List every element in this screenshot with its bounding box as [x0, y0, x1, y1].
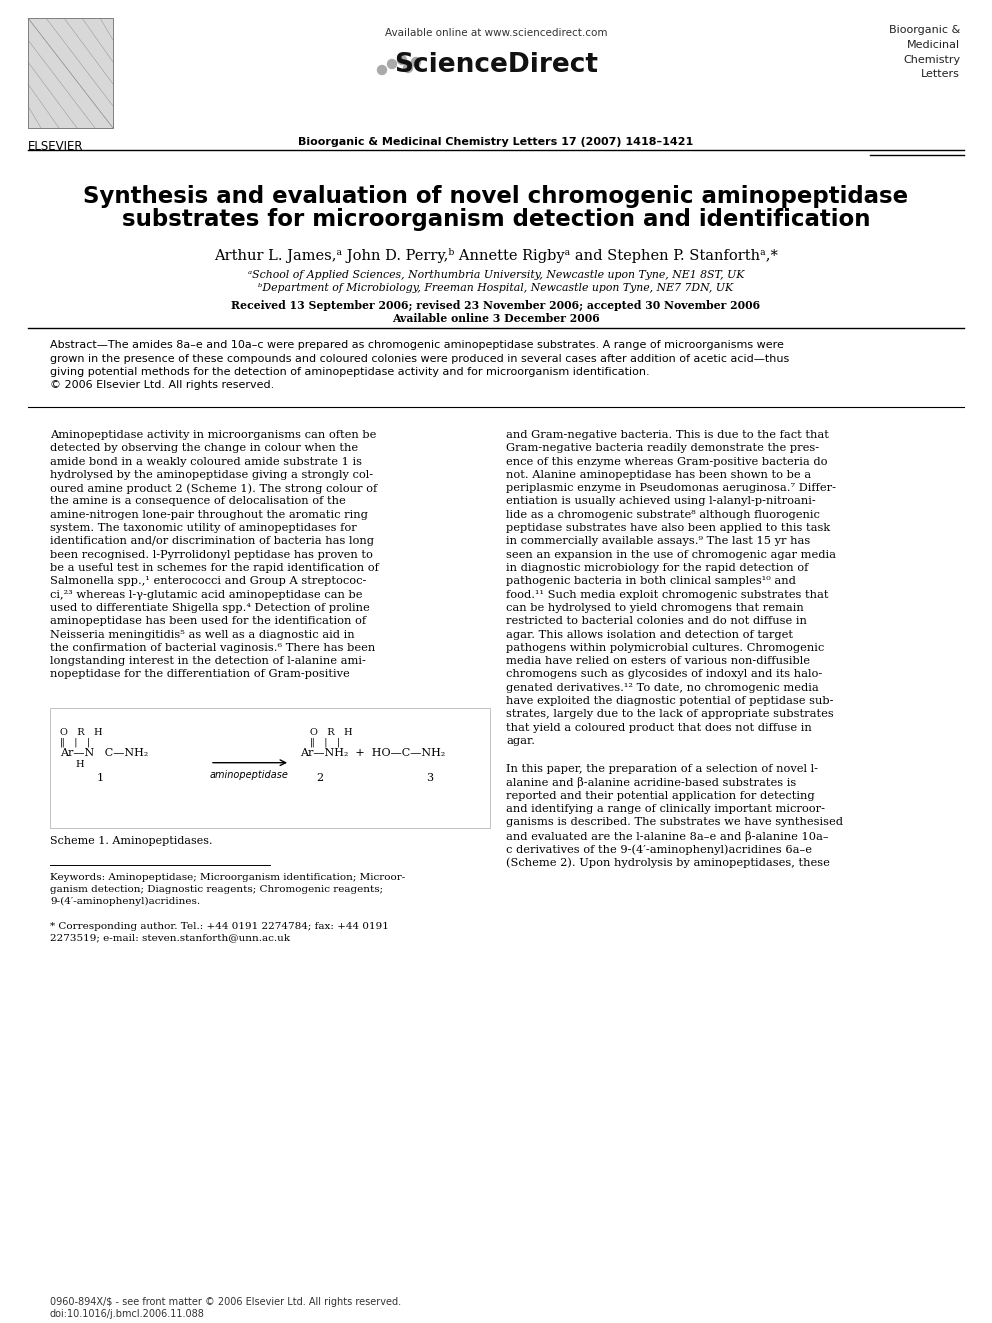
Text: 3: 3 [427, 773, 434, 783]
Text: c derivatives of the 9-(4′-aminophenyl)acridines 6a–e: c derivatives of the 9-(4′-aminophenyl)a… [506, 844, 812, 855]
Text: used to differentiate Shigella spp.⁴ Detection of proline: used to differentiate Shigella spp.⁴ Det… [50, 603, 370, 613]
Text: system. The taxonomic utility of aminopeptidases for: system. The taxonomic utility of aminope… [50, 523, 357, 533]
Text: entiation is usually achieved using l-alanyl-p-nitroani-: entiation is usually achieved using l-al… [506, 496, 815, 507]
Text: © 2006 Elsevier Ltd. All rights reserved.: © 2006 Elsevier Ltd. All rights reserved… [50, 381, 274, 390]
Text: lide as a chromogenic substrate⁸ although fluorogenic: lide as a chromogenic substrate⁸ althoug… [506, 509, 819, 520]
Text: strates, largely due to the lack of appropriate substrates: strates, largely due to the lack of appr… [506, 709, 833, 720]
Circle shape [388, 60, 397, 69]
Text: ence of this enzyme whereas Gram-positive bacteria do: ence of this enzyme whereas Gram-positiv… [506, 456, 827, 467]
Text: and evaluated are the l-alanine 8a–e and β-alanine 10a–: and evaluated are the l-alanine 8a–e and… [506, 831, 828, 841]
Text: Ar—NH₂  +  HO—C—NH₂: Ar—NH₂ + HO—C—NH₂ [300, 747, 445, 758]
Text: agar.: agar. [506, 736, 535, 746]
Text: Bioorganic & Medicinal Chemistry Letters 17 (2007) 1418–1421: Bioorganic & Medicinal Chemistry Letters… [299, 138, 693, 147]
Text: alanine and β-alanine acridine-based substrates is: alanine and β-alanine acridine-based sub… [506, 778, 797, 789]
Text: ᵃSchool of Applied Sciences, Northumbria University, Newcastle upon Tyne, NE1 8S: ᵃSchool of Applied Sciences, Northumbria… [248, 270, 744, 280]
Text: amine-nitrogen lone-pair throughout the aromatic ring: amine-nitrogen lone-pair throughout the … [50, 509, 368, 520]
Circle shape [412, 57, 421, 66]
Text: Neisseria meningitidis⁵ as well as a diagnostic aid in: Neisseria meningitidis⁵ as well as a dia… [50, 630, 354, 639]
Text: 0960-894X/$ - see front matter © 2006 Elsevier Ltd. All rights reserved.: 0960-894X/$ - see front matter © 2006 El… [50, 1297, 401, 1307]
Text: Available online at www.sciencedirect.com: Available online at www.sciencedirect.co… [385, 28, 607, 38]
Text: hydrolysed by the aminopeptidase giving a strongly col-: hydrolysed by the aminopeptidase giving … [50, 470, 373, 480]
Circle shape [378, 66, 387, 74]
Text: in diagnostic microbiology for the rapid detection of: in diagnostic microbiology for the rapid… [506, 564, 808, 573]
Text: peptidase substrates have also been applied to this task: peptidase substrates have also been appl… [506, 523, 830, 533]
Text: 9-(4′-aminophenyl)acridines.: 9-(4′-aminophenyl)acridines. [50, 897, 200, 906]
Text: amide bond in a weakly coloured amide substrate 1 is: amide bond in a weakly coloured amide su… [50, 456, 362, 467]
Text: 2: 2 [316, 773, 323, 783]
Text: ci,²³ whereas l-γ-glutamic acid aminopeptidase can be: ci,²³ whereas l-γ-glutamic acid aminopep… [50, 590, 362, 599]
Text: reported and their potential application for detecting: reported and their potential application… [506, 791, 814, 800]
Text: (Scheme 2). Upon hydrolysis by aminopeptidases, these: (Scheme 2). Upon hydrolysis by aminopept… [506, 857, 830, 868]
Text: substrates for microorganism detection and identification: substrates for microorganism detection a… [122, 208, 870, 232]
Text: the amine is a consequence of delocalisation of the: the amine is a consequence of delocalisa… [50, 496, 346, 507]
Text: nopeptidase for the differentiation of Gram-positive: nopeptidase for the differentiation of G… [50, 669, 350, 680]
Text: agar. This allows isolation and detection of target: agar. This allows isolation and detectio… [506, 630, 793, 639]
Text: not. Alanine aminopeptidase has been shown to be a: not. Alanine aminopeptidase has been sho… [506, 470, 811, 480]
Text: periplasmic enzyme in Pseudomonas aeruginosa.⁷ Differ-: periplasmic enzyme in Pseudomonas aerugi… [506, 483, 836, 493]
Text: pathogenic bacteria in both clinical samples¹⁰ and: pathogenic bacteria in both clinical sam… [506, 577, 796, 586]
Text: ScienceDirect: ScienceDirect [394, 52, 598, 78]
Text: be a useful test in schemes for the rapid identification of: be a useful test in schemes for the rapi… [50, 564, 379, 573]
Text: restricted to bacterial colonies and do not diffuse in: restricted to bacterial colonies and do … [506, 617, 806, 626]
Text: Ar—N   C—NH₂: Ar—N C—NH₂ [60, 747, 148, 758]
Text: aminopeptidase has been used for the identification of: aminopeptidase has been used for the ide… [50, 617, 366, 626]
Bar [28, 19, 113, 128]
Text: Aminopeptidase activity in microorganisms can often be: Aminopeptidase activity in microorganism… [50, 430, 376, 441]
Text: Synthesis and evaluation of novel chromogenic aminopeptidase: Synthesis and evaluation of novel chromo… [83, 185, 909, 208]
Text: identification and/or discrimination of bacteria has long: identification and/or discrimination of … [50, 536, 374, 546]
Text: O   R   H: O R H [310, 728, 352, 737]
Text: can be hydrolysed to yield chromogens that remain: can be hydrolysed to yield chromogens th… [506, 603, 804, 613]
Text: Arthur L. James,ᵃ John D. Perry,ᵇ Annette Rigbyᵃ and Stephen P. Stanforthᵃ,*: Arthur L. James,ᵃ John D. Perry,ᵇ Annett… [214, 247, 778, 263]
Text: Abstract—The amides 8a–e and 10a–c were prepared as chromogenic aminopeptidase s: Abstract—The amides 8a–e and 10a–c were … [50, 340, 784, 351]
Text: ᵇDepartment of Microbiology, Freeman Hospital, Newcastle upon Tyne, NE7 7DN, UK: ᵇDepartment of Microbiology, Freeman Hos… [259, 283, 733, 292]
Text: Keywords: Aminopeptidase; Microorganism identification; Microor-: Keywords: Aminopeptidase; Microorganism … [50, 873, 406, 881]
Text: ‖   |   |: ‖ | | [310, 738, 340, 747]
Text: in commercially available assays.⁹ The last 15 yr has: in commercially available assays.⁹ The l… [506, 536, 810, 546]
Text: Scheme 1. Aminopeptidases.: Scheme 1. Aminopeptidases. [50, 836, 212, 845]
Text: pathogens within polymicrobial cultures. Chromogenic: pathogens within polymicrobial cultures.… [506, 643, 824, 652]
Text: have exploited the diagnostic potential of peptidase sub-: have exploited the diagnostic potential … [506, 696, 833, 706]
Text: food.¹¹ Such media exploit chromogenic substrates that: food.¹¹ Such media exploit chromogenic s… [506, 590, 828, 599]
Text: Available online 3 December 2006: Available online 3 December 2006 [392, 314, 600, 324]
Text: that yield a coloured product that does not diffuse in: that yield a coloured product that does … [506, 722, 811, 733]
Text: 1: 1 [96, 773, 103, 783]
Text: detected by observing the change in colour when the: detected by observing the change in colo… [50, 443, 358, 454]
Text: H: H [75, 759, 83, 769]
Text: ‖   |   |: ‖ | | [60, 738, 90, 747]
Text: and Gram-negative bacteria. This is due to the fact that: and Gram-negative bacteria. This is due … [506, 430, 829, 441]
Text: the confirmation of bacterial vaginosis.⁶ There has been: the confirmation of bacterial vaginosis.… [50, 643, 375, 652]
Text: Received 13 September 2006; revised 23 November 2006; accepted 30 November 2006: Received 13 September 2006; revised 23 N… [231, 300, 761, 311]
Text: ganism detection; Diagnostic reagents; Chromogenic reagents;: ganism detection; Diagnostic reagents; C… [50, 885, 383, 894]
Text: chromogens such as glycosides of indoxyl and its halo-: chromogens such as glycosides of indoxyl… [506, 669, 822, 680]
Text: aminopeptidase: aminopeptidase [210, 770, 289, 779]
Text: and identifying a range of clinically important microor-: and identifying a range of clinically im… [506, 804, 825, 814]
Text: Salmonella spp.,¹ enterococci and Group A streptococ-: Salmonella spp.,¹ enterococci and Group … [50, 577, 366, 586]
Text: 2273519; e-mail: steven.stanforth@unn.ac.uk: 2273519; e-mail: steven.stanforth@unn.ac… [50, 934, 290, 943]
Text: seen an expansion in the use of chromogenic agar media: seen an expansion in the use of chromoge… [506, 549, 836, 560]
Text: doi:10.1016/j.bmcl.2006.11.088: doi:10.1016/j.bmcl.2006.11.088 [50, 1308, 205, 1319]
Text: ELSEVIER: ELSEVIER [28, 140, 83, 153]
Text: longstanding interest in the detection of l-alanine ami-: longstanding interest in the detection o… [50, 656, 366, 665]
Text: been recognised. l-Pyrrolidonyl peptidase has proven to: been recognised. l-Pyrrolidonyl peptidas… [50, 549, 373, 560]
Text: grown in the presence of these compounds and coloured colonies were produced in : grown in the presence of these compounds… [50, 353, 790, 364]
Text: Gram-negative bacteria readily demonstrate the pres-: Gram-negative bacteria readily demonstra… [506, 443, 819, 454]
Circle shape [404, 64, 413, 73]
Text: In this paper, the preparation of a selection of novel l-: In this paper, the preparation of a sele… [506, 765, 818, 774]
Text: * Corresponding author. Tel.: +44 0191 2274784; fax: +44 0191: * Corresponding author. Tel.: +44 0191 2… [50, 922, 389, 930]
Text: genated derivatives.¹² To date, no chromogenic media: genated derivatives.¹² To date, no chrom… [506, 683, 818, 693]
Text: Bioorganic &
Medicinal
Chemistry
Letters: Bioorganic & Medicinal Chemistry Letters [889, 25, 960, 79]
Circle shape [398, 56, 407, 65]
Text: ganisms is described. The substrates we have synthesised: ganisms is described. The substrates we … [506, 818, 843, 827]
Text: O   R   H: O R H [60, 728, 102, 737]
Text: oured amine product 2 (Scheme 1). The strong colour of: oured amine product 2 (Scheme 1). The st… [50, 483, 377, 493]
Text: giving potential methods for the detection of aminopeptidase activity and for mi: giving potential methods for the detecti… [50, 366, 650, 377]
Bar [50, 708, 490, 828]
Text: media have relied on esters of various non-diffusible: media have relied on esters of various n… [506, 656, 810, 665]
